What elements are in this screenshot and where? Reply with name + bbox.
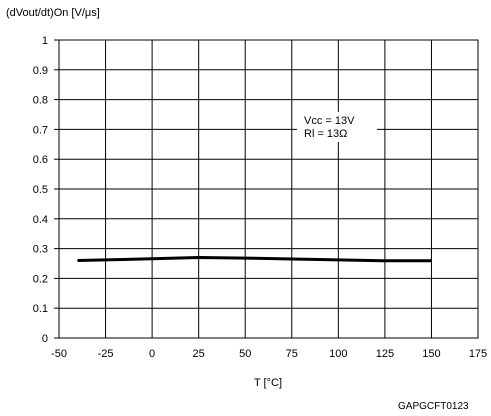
data-point [151,258,153,260]
x-axis-label: T [°C] [254,377,282,389]
x-tick-label: 25 [193,348,205,360]
y-axis-label: (dVout/dt)On [V/μs] [6,7,100,19]
y-tick-label: 0.1 [33,303,48,315]
series-line [77,256,432,263]
y-tick-label: 0.3 [33,244,48,256]
y-tick-label: 0 [42,333,48,345]
x-tick-label: 0 [149,348,155,360]
data-point [77,260,79,262]
ticks: -50 -25 0 25 50 75 100 125 150 175 0 0.1 0.2 0.3 0.4 0.… [33,35,487,360]
annotation-vcc: Vcc = 13V [304,115,355,127]
x-tick-label: 75 [286,348,298,360]
y-tick-label: 0.4 [33,214,48,226]
data-point [337,259,339,261]
y-tick-label: 0.2 [33,273,48,285]
figure-code: GAPGCFT0123 [398,401,469,412]
data-point [198,257,200,259]
x-tick-label: 100 [329,348,347,360]
x-tick-label: 125 [376,348,394,360]
x-tick-label: -50 [51,348,67,360]
x-tick-label: 50 [239,348,251,360]
data-point [384,260,386,262]
series [77,256,432,263]
annotation-rl: Rl = 13Ω [304,128,347,140]
x-tick-label: -25 [98,348,114,360]
data-point [430,260,432,262]
y-tick-label: 0.5 [33,184,48,196]
y-tick-label: 0.8 [33,95,48,107]
y-tick-label: 0.7 [33,124,48,136]
x-tick-label: 175 [469,348,487,360]
grid [58,39,479,339]
x-tick-label: 150 [422,348,440,360]
y-tick-label: 1 [42,35,48,47]
data-point [244,257,246,259]
annotation-box [297,112,377,142]
y-tick-label: 0.6 [33,154,48,166]
data-point [291,258,293,260]
data-point [105,259,107,261]
y-tick-label: 0.9 [33,65,48,77]
